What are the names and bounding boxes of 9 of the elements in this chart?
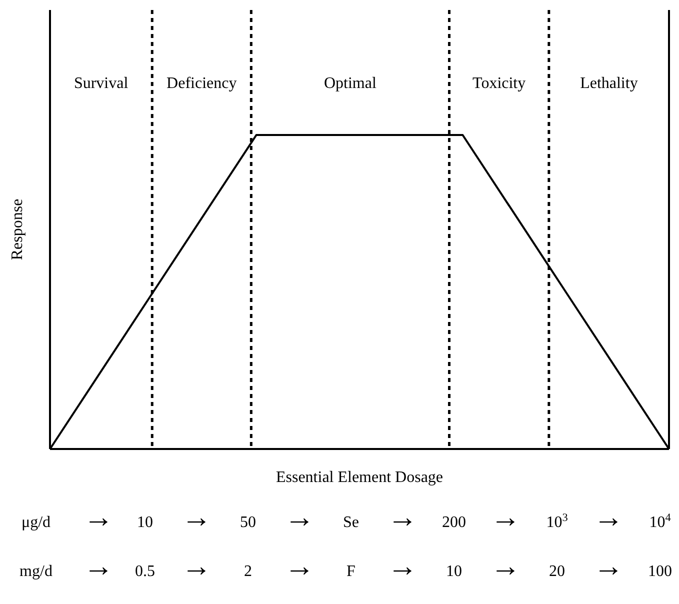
text: mg/d → 0.5 → 2 → F → 10 → 20 → 100 xyxy=(20,550,672,583)
y-axis-title: Response xyxy=(9,198,26,260)
text: Toxicity xyxy=(472,75,526,92)
text: Survival xyxy=(74,75,129,92)
text: Optimal xyxy=(324,75,377,92)
text: Deficiency xyxy=(166,75,237,92)
text: μg/d → 10 → 50 → Se → 200 → 10$^{3}$ → 10$^{4}$ xyxy=(21,501,671,534)
x-axis-title: Essential Element Dosage xyxy=(276,469,444,486)
text: Lethality xyxy=(580,75,638,92)
